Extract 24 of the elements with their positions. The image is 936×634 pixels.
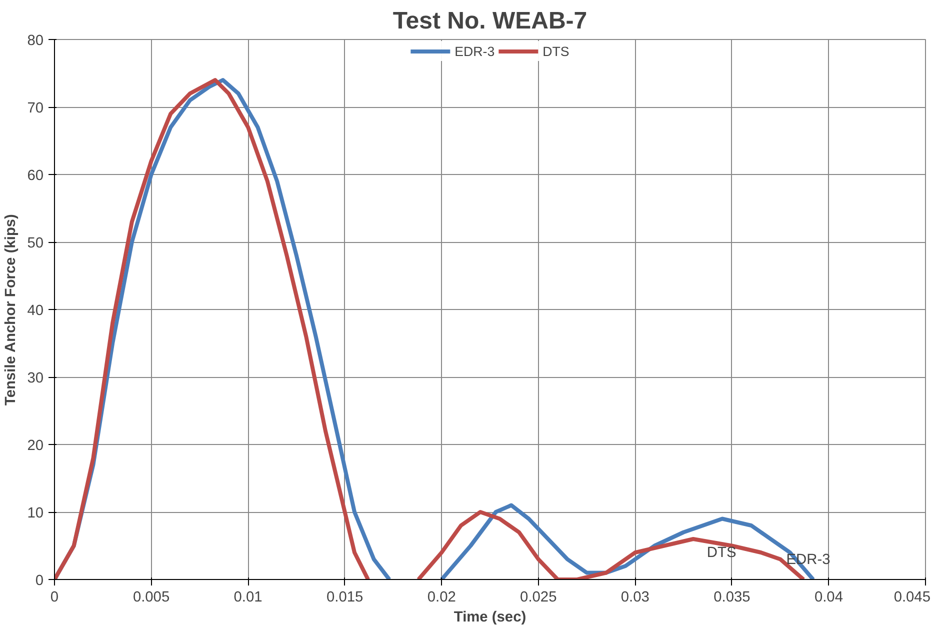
y-tick-label: 70 <box>27 100 44 116</box>
x-tick-label: 0.01 <box>234 590 262 606</box>
legend-label: EDR-3 <box>454 44 495 58</box>
y-tick-label: 80 <box>27 33 44 49</box>
x-tick-label: 0.035 <box>714 590 750 606</box>
y-tick-label: 10 <box>27 506 44 522</box>
x-tick-label: 0.02 <box>427 590 456 606</box>
y-tick-label: 0 <box>35 573 44 589</box>
x-tick-label: 0 <box>50 590 59 606</box>
y-axis-title: Tensile Anchor Force (kips) <box>3 214 20 406</box>
y-tick-label: 40 <box>27 303 44 319</box>
y-tick-label: 30 <box>27 370 44 386</box>
x-tick-label: 0.04 <box>814 590 843 606</box>
x-tick-label: 0.03 <box>620 590 650 606</box>
x-tick-label: 0.015 <box>326 590 364 606</box>
x-tick-label: 0.005 <box>132 590 170 606</box>
chart-title: Test No. WEAB-7 <box>392 8 588 34</box>
y-tick-label: 20 <box>27 438 44 454</box>
x-tick-label: 0.025 <box>520 590 557 606</box>
y-tick-label: 60 <box>27 168 44 184</box>
y-tick-label: 50 <box>27 236 44 252</box>
x-tick-label: 0.045 <box>894 590 931 606</box>
legend-label: DTS <box>542 44 570 58</box>
x-axis-title: Time (sec) <box>454 610 526 626</box>
